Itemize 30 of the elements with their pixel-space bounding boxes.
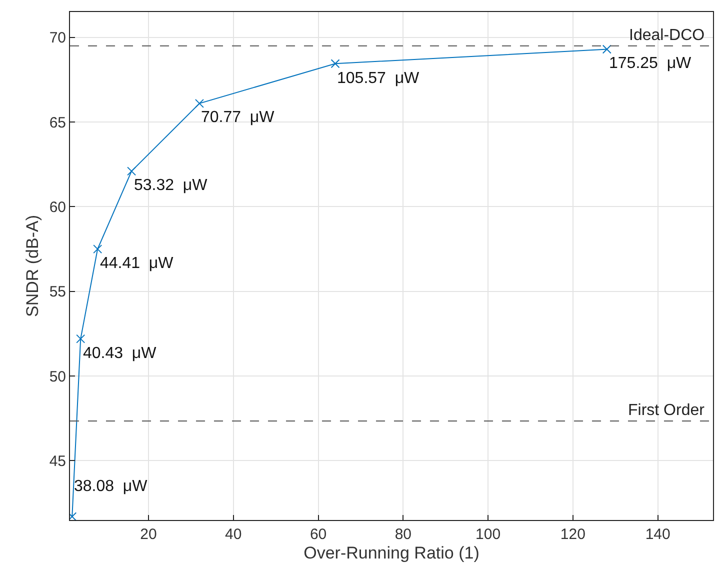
y-tick-label: 55 (49, 284, 66, 301)
ref-line-label: First Order (628, 402, 706, 419)
point (194, 98, 204, 108)
ref-line-label: Ideal-DCO (629, 27, 705, 44)
x-tick-label: 100 (476, 526, 501, 543)
annotation: 38.08 μW (74, 478, 148, 495)
point (602, 44, 612, 54)
x-tick-label: 80 (394, 526, 412, 543)
annotation: 175.25 μW (609, 55, 692, 72)
x-tick-label: 20 (140, 526, 157, 543)
y-tick-label: 70 (49, 30, 66, 47)
x-tick-label: 140 (645, 526, 670, 543)
annotation: 44.41 μW (100, 255, 174, 272)
y-tick-label: 50 (49, 368, 66, 386)
annotation: 40.43 μW (83, 345, 158, 362)
y-tick-label: 60 (49, 198, 66, 216)
x-axis-title: Over-Running Ratio (1) (304, 543, 480, 562)
point (330, 59, 340, 68)
x-tick-label: 60 (310, 526, 327, 543)
annotation: 105.57 μW (337, 70, 420, 87)
y-tick-label: 45 (49, 452, 66, 470)
annotation: 53.32 μW (134, 177, 208, 194)
point (93, 244, 102, 254)
point (76, 334, 86, 344)
x-tick-label: 120 (560, 526, 586, 543)
y-axis-title: SNDR (dB-A) (22, 214, 42, 318)
x-tick-label: 40 (225, 526, 242, 543)
point (127, 166, 136, 176)
y-tick-label: 65 (49, 114, 66, 132)
annotation: 70.77 μW (201, 109, 276, 126)
